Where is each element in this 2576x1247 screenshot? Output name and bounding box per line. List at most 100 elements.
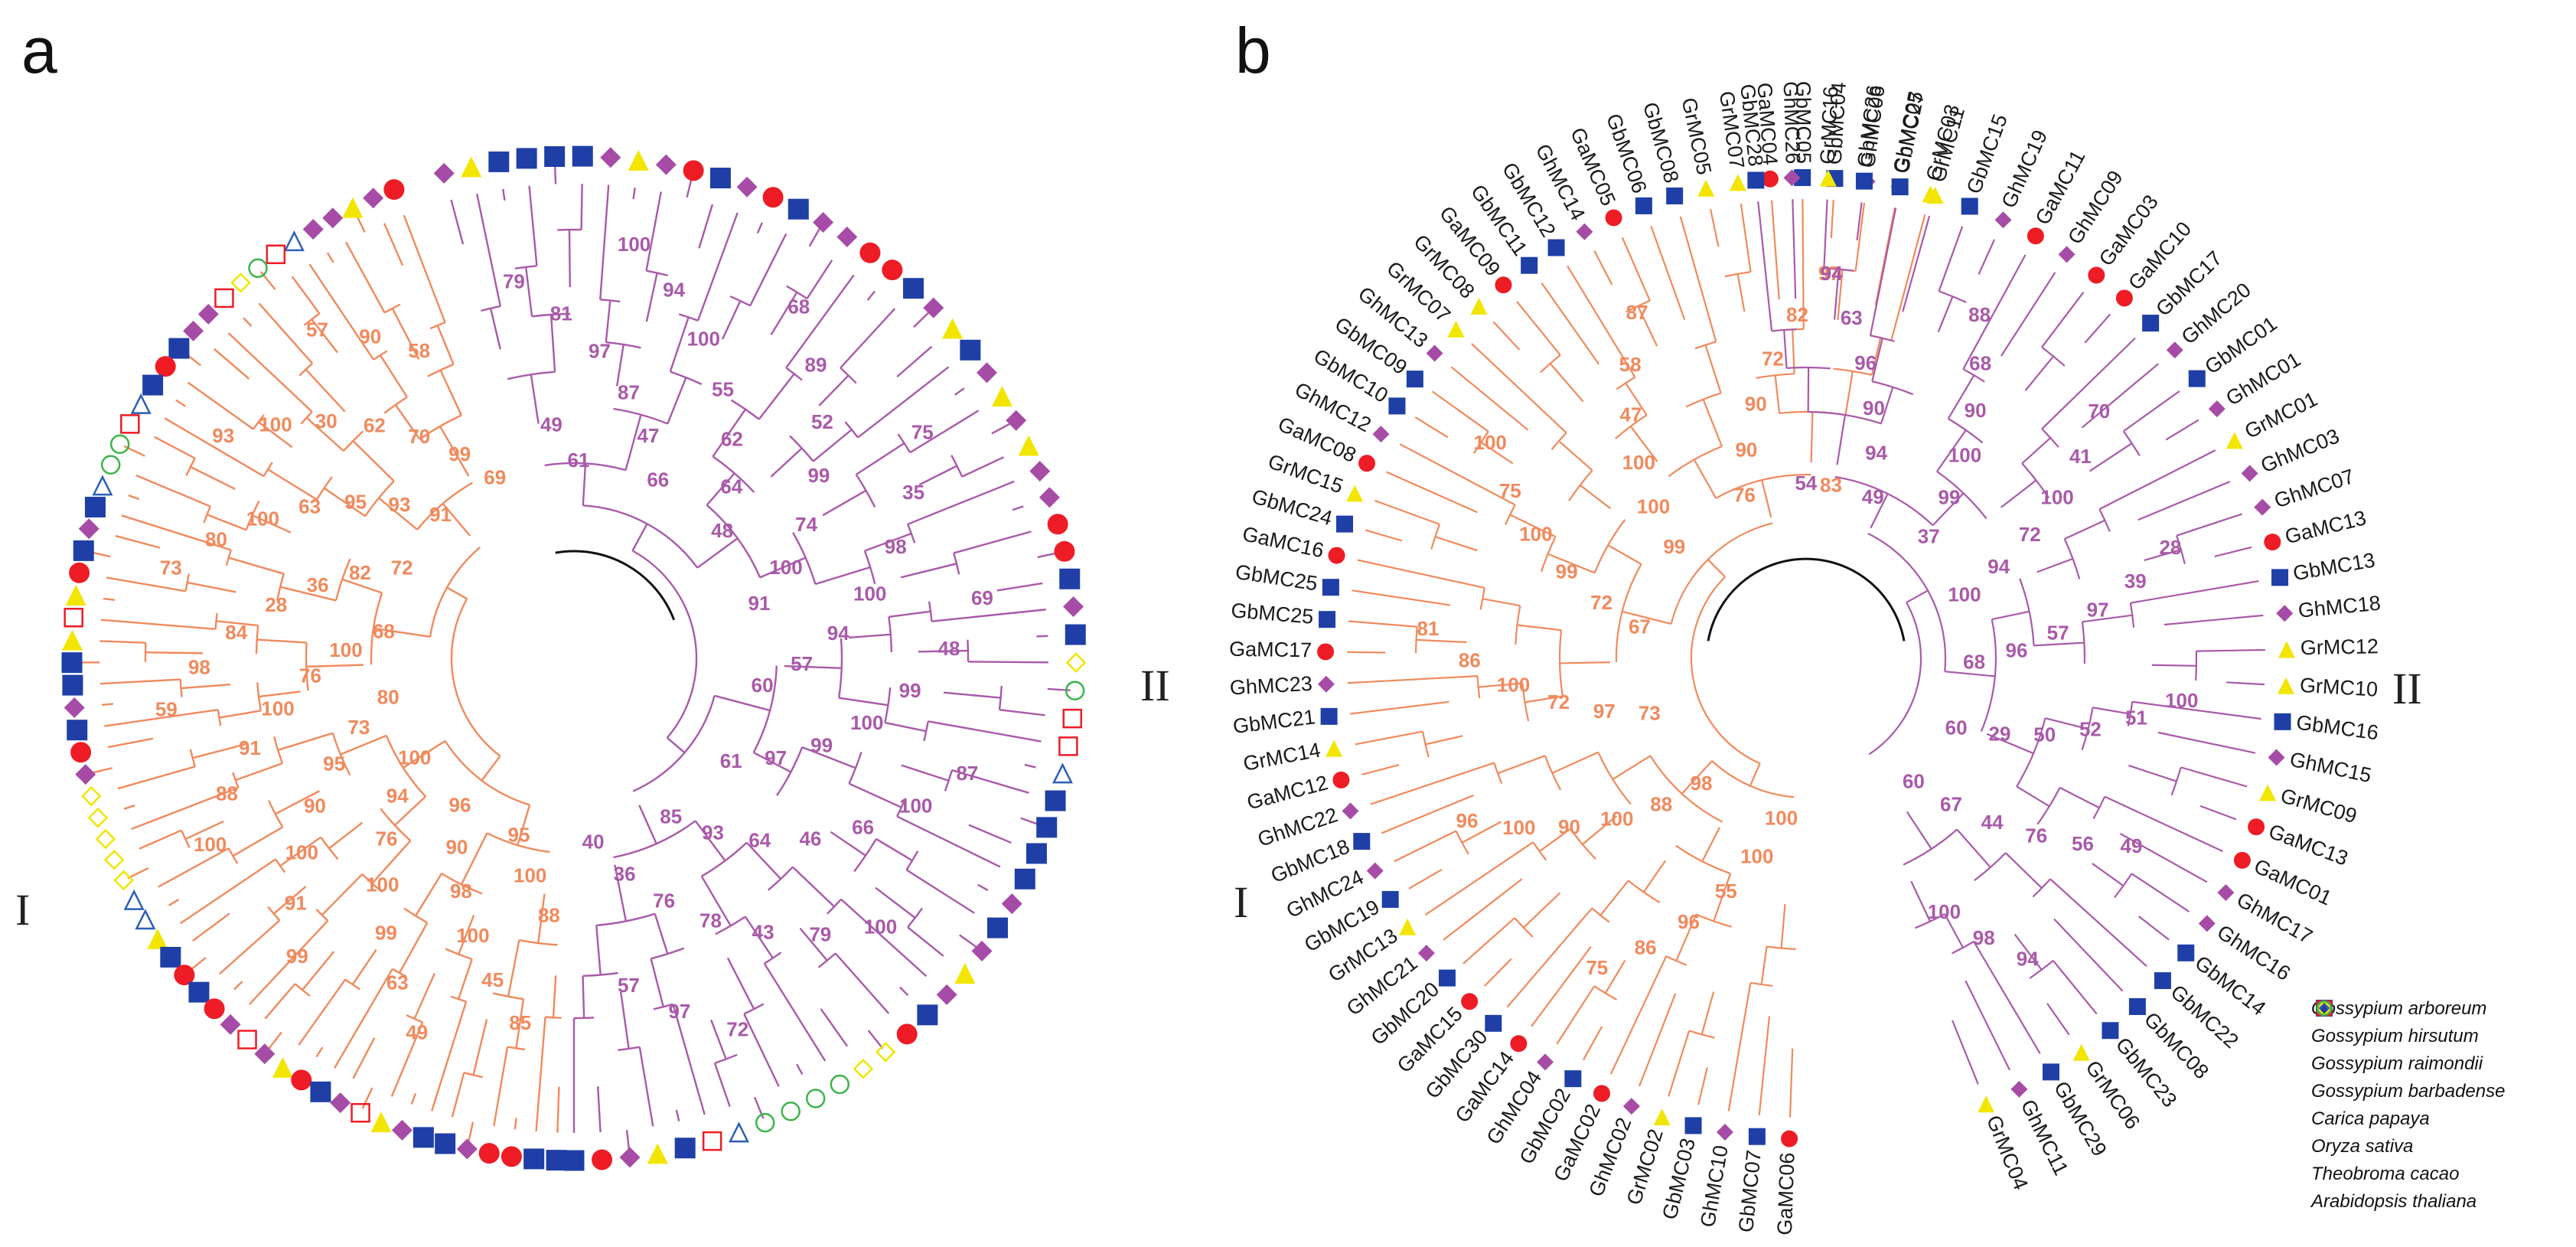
gene-label: GhMC07 [2271, 465, 2357, 512]
b-cladeI-branch-30 [1355, 730, 1423, 746]
bootstrap-value: 51 [2125, 707, 2147, 730]
leaf-marker [254, 1043, 276, 1065]
b-cladeI-arc [1550, 432, 1567, 450]
bootstrap-value: 99 [1556, 560, 1578, 583]
bootstrap-value: 100 [1928, 900, 1961, 923]
leaf-marker [113, 870, 134, 891]
cladeI-stem [398, 922, 429, 974]
bootstrap-value: 98 [188, 656, 210, 679]
leaf-marker [1426, 344, 1443, 362]
b-cladeII-arc [1834, 475, 1934, 527]
b-cladeI-stem [1810, 412, 1814, 463]
cladeII-stem [568, 230, 571, 288]
leaf-marker [1748, 1128, 1766, 1145]
b-cladeI-arc [1472, 431, 1489, 454]
bootstrap-value: 91 [429, 503, 452, 526]
cladeI-branch-50 [334, 968, 393, 1069]
cladeI-stem [305, 368, 346, 413]
cladeII-stem [838, 697, 889, 707]
gene-label: GhMC15 [2287, 748, 2373, 788]
cladeII-branch-38 [909, 410, 980, 454]
legend-label: Arabidopsis thaliana [2311, 1191, 2477, 1212]
leaf-marker [1058, 736, 1078, 756]
bootstrap-value: 93 [212, 424, 234, 447]
leaf-marker [1059, 568, 1081, 589]
cladeII-branch-30 [931, 609, 1046, 622]
b-cladeII-stem [2089, 442, 2133, 472]
leaf-marker [330, 1092, 351, 1114]
b-cladeI-branch-16 [1471, 343, 1567, 434]
cladeI-branch-39 [168, 898, 180, 906]
b-cladeII-stem [2000, 479, 2037, 508]
bootstrap-value: 73 [1639, 702, 1661, 725]
leaf-marker [1781, 1130, 1798, 1147]
leaf-marker [1470, 297, 1488, 315]
bootstrap-value: 61 [567, 449, 589, 472]
b-cladeI-stem [1693, 459, 1717, 499]
cladeI-arc [344, 978, 361, 991]
b-cladeI-branch-2 [1854, 202, 1866, 272]
cladeII-arc [631, 550, 698, 739]
leaf-marker [655, 154, 677, 175]
cladeI-arc [294, 983, 311, 997]
bootstrap-value: 60 [752, 674, 774, 697]
cladeI-branch-58 [493, 1046, 509, 1127]
bootstrap-value: 55 [712, 377, 734, 400]
bootstrap-value: 69 [971, 586, 993, 609]
bootstrap-value: 44 [1981, 811, 2004, 834]
cladeI-arc [273, 736, 284, 764]
bootstrap-value: 90 [1863, 397, 1885, 419]
cladeI-stem [302, 951, 335, 991]
b-cladeI-branch-15 [1492, 321, 1521, 351]
bootstrap-value: 91 [285, 891, 307, 914]
cladeII-stem [595, 925, 602, 975]
bootstrap-value: 57 [791, 652, 813, 675]
b-cladeII-branch-33 [2053, 918, 2124, 992]
leaf-marker [736, 176, 758, 197]
bootstrap-value: 75 [1586, 956, 1608, 979]
bootstrap-value: 60 [1945, 717, 1968, 739]
cladeII-branch-41 [896, 345, 933, 378]
leaf-marker [1029, 460, 1051, 481]
cladeII-stem [801, 746, 856, 769]
b-cladeII-branch-13 [2081, 363, 2160, 429]
b-cladeI-branch-38 [1462, 917, 1515, 965]
bootstrap-value: 100 [1502, 816, 1535, 839]
cladeI-arc [463, 1072, 483, 1079]
b-cladeI-stem [1497, 755, 1546, 775]
cladeII-branch-18 [905, 869, 975, 914]
cladeI-arc [380, 808, 412, 842]
b-cladeI-arc [1504, 504, 1516, 525]
cladeI-arc [364, 480, 395, 517]
b-cladeI-stem [1524, 695, 1564, 703]
bootstrap-value: 78 [699, 909, 722, 932]
cladeI-branch-35 [131, 786, 239, 831]
bootstrap-value: 96 [2006, 638, 2028, 661]
bootstrap-value: 58 [408, 339, 430, 362]
b-cladeII-branch-7 [1978, 239, 1996, 275]
leaf-marker [2188, 370, 2206, 387]
b-cladeI-branch-19 [1414, 416, 1449, 439]
cladeII-branch-53 [645, 191, 662, 271]
cladeI-stem [457, 958, 473, 1000]
leaf-marker [572, 145, 593, 167]
cladeI-arc [385, 735, 426, 798]
cladeI-stem [275, 790, 320, 815]
cladeI-branch-19 [128, 494, 140, 501]
cladeI-branch-25 [100, 619, 216, 631]
leaf-marker [1447, 320, 1465, 338]
cladeII-branch-19 [977, 883, 989, 892]
b-cladeI-stem [1637, 305, 1658, 347]
bootstrap-value: 97 [765, 746, 787, 769]
b-cladeI-branch-31 [1361, 764, 1400, 775]
b-cladeII-stem [1944, 913, 1964, 948]
b-cladeI-arc [1414, 626, 1418, 654]
bootstrap-value: 63 [386, 971, 409, 994]
b-cladeI-branch-12 [1567, 265, 1636, 378]
b-cladeI-stem [1461, 821, 1502, 844]
legend-item: Gossypium barbadense [2311, 1000, 2571, 1105]
cladeI-stem [507, 939, 520, 997]
leaf-marker [2042, 1063, 2059, 1081]
bootstrap-value: 30 [315, 410, 337, 433]
b-cladeI-arc [1421, 731, 1430, 758]
